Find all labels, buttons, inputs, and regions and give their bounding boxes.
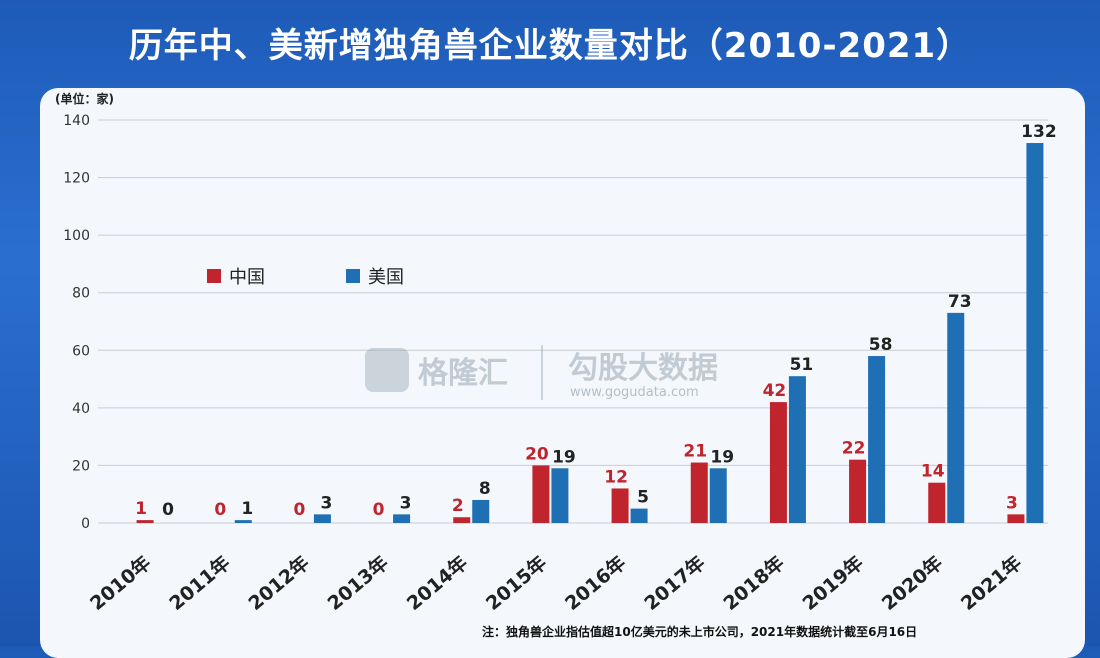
x-tick-label: 2019年	[798, 551, 868, 615]
data-label-china: 3	[1006, 493, 1018, 513]
data-label-usa: 51	[790, 355, 814, 375]
bar-usa	[947, 312, 965, 523]
legend-china-label: 中国	[229, 267, 265, 288]
bar-china	[1007, 514, 1025, 523]
data-label-usa: 73	[948, 292, 972, 312]
x-tick-label: 2013年	[323, 551, 393, 615]
bar-usa	[234, 520, 252, 523]
bar-china	[769, 402, 787, 523]
y-tick-label: 60	[72, 343, 90, 359]
bar-usa	[1026, 143, 1044, 523]
x-tick-label: 2014年	[402, 551, 472, 615]
data-label-china: 14	[921, 462, 945, 482]
data-label-usa: 3	[320, 493, 332, 513]
x-tick-label: 2011年	[165, 551, 235, 615]
data-label-china: 0	[293, 500, 305, 520]
x-tick-label: 2016年	[560, 551, 630, 615]
data-label-china: 0	[373, 500, 385, 520]
footnote: 注：独角兽企业指估值超10亿美元的未上市公司，2021年数据统计截至6月16日	[482, 624, 917, 639]
y-tick-label: 120	[63, 171, 90, 187]
watermark-brand-1: 格隆汇	[418, 356, 508, 391]
data-label-china: 20	[525, 444, 549, 464]
x-tick-label: 2017年	[640, 551, 710, 615]
y-tick-label: 80	[72, 286, 90, 302]
data-label-usa: 5	[637, 488, 649, 508]
data-label-usa: 0	[162, 500, 174, 520]
data-label-china: 42	[763, 381, 787, 401]
y-tick-label: 140	[63, 113, 90, 129]
data-label-usa: 3	[400, 493, 412, 513]
bar-usa	[551, 468, 569, 523]
x-tick-label: 2020年	[877, 551, 947, 615]
bar-usa	[630, 508, 648, 523]
data-label-usa: 58	[869, 335, 893, 355]
x-tick-label: 2015年	[481, 551, 551, 615]
bar-china	[453, 517, 471, 523]
watermark-url: www.gogudata.com	[570, 385, 699, 400]
y-tick-label: 40	[72, 401, 90, 417]
bar-usa	[313, 514, 331, 523]
y-tick-label: 0	[81, 516, 90, 532]
data-label-china: 1	[135, 499, 147, 519]
x-tick-label: 2018年	[719, 551, 789, 615]
data-label-china: 2	[452, 496, 464, 516]
data-label-usa: 8	[479, 479, 491, 499]
bar-usa	[868, 356, 886, 523]
y-tick-label: 100	[63, 228, 90, 244]
legend-usa-label: 美国	[368, 267, 404, 288]
bar-china	[611, 488, 629, 523]
bar-china	[532, 465, 550, 523]
bar-china	[136, 520, 154, 523]
data-label-china: 22	[842, 439, 866, 459]
bar-china	[690, 462, 708, 523]
data-label-china: 12	[604, 467, 628, 487]
x-tick-label: 2010年	[85, 551, 155, 615]
bar-usa	[788, 376, 806, 523]
data-label-usa: 132	[1021, 122, 1057, 142]
data-label-china: 0	[214, 500, 226, 520]
legend-usa-swatch	[346, 269, 360, 283]
data-label-china: 21	[683, 442, 707, 462]
x-tick-label: 2012年	[244, 551, 314, 615]
watermark: 格隆汇 勾股大数据 www.gogudata.com	[365, 345, 718, 400]
y-tick-label: 20	[72, 458, 90, 474]
bar-usa	[472, 499, 490, 523]
watermark-brand-2: 勾股大数据	[568, 351, 718, 386]
data-label-usa: 1	[241, 499, 253, 519]
data-label-usa: 19	[710, 447, 734, 467]
chart-title: 历年中、美新增独角兽企业数量对比（2010-2021）	[128, 26, 972, 66]
watermark-logo-icon	[365, 348, 409, 392]
bar-china	[928, 482, 946, 523]
x-tick-label: 2021年	[956, 551, 1026, 615]
legend: 中国 美国	[207, 267, 404, 288]
unit-label: (单位：家)	[55, 91, 114, 106]
data-label-usa: 19	[552, 447, 576, 467]
bar-usa	[709, 468, 727, 523]
legend-china-swatch	[207, 269, 221, 283]
bar-usa	[393, 514, 411, 523]
chart-panel	[40, 88, 1085, 658]
bar-china	[849, 459, 867, 523]
